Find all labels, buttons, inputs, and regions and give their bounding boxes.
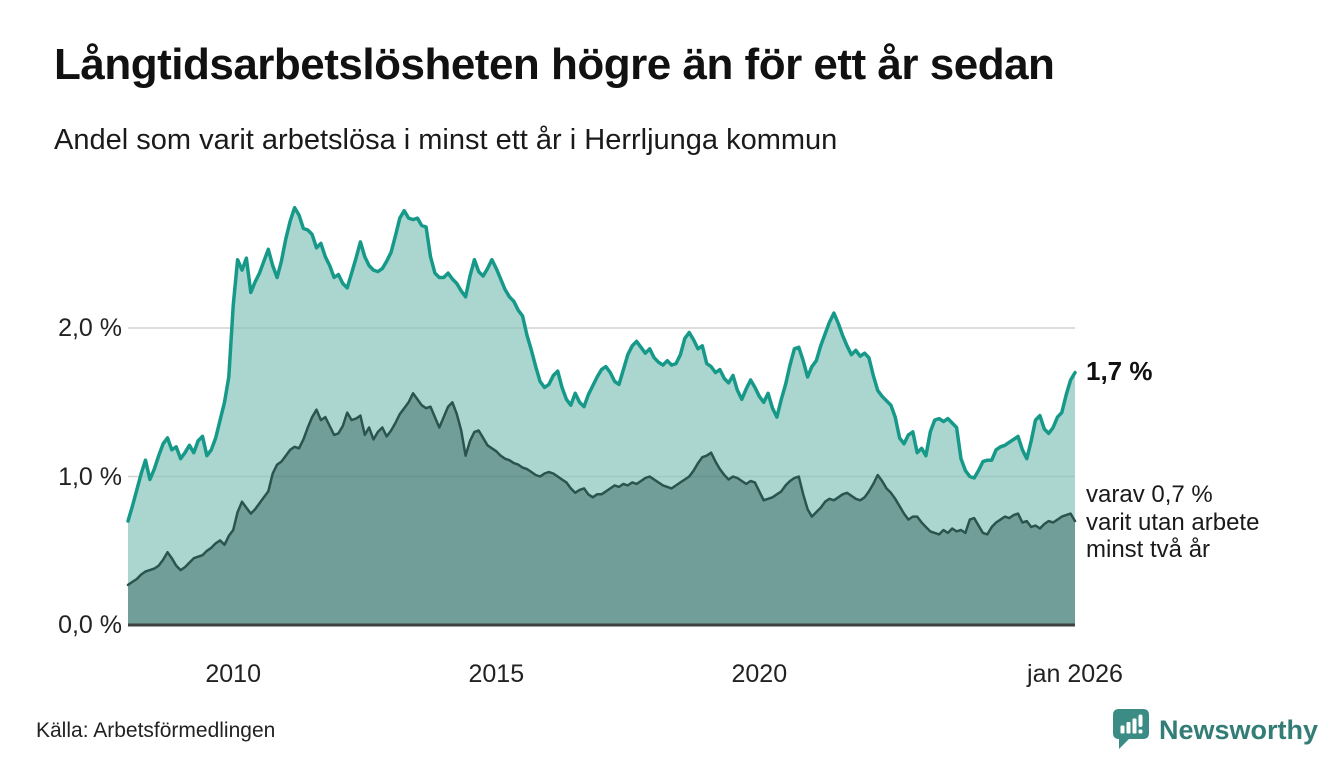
x-tick-label: jan 2026 — [1027, 660, 1123, 688]
newsworthy-bubble-icon — [1113, 709, 1149, 749]
x-tick-label: 2015 — [468, 660, 525, 688]
area-fill-1 — [128, 393, 1075, 625]
series-line-0 — [126, 205, 1077, 523]
x-tick-label: 2020 — [731, 660, 788, 688]
newsworthy-logo: Newsworthy — [1112, 708, 1318, 752]
source-note: Källa: Arbetsförmedlingen — [36, 719, 276, 742]
end-value-label-total: 1,7 % — [1086, 355, 1153, 386]
page-subtitle: Andel som varit arbetslösa i minst ett å… — [54, 124, 838, 156]
y-tick-label: 1,0 % — [58, 462, 122, 491]
area-chart — [126, 205, 1077, 627]
y-tick-label: 2,0 % — [58, 314, 122, 342]
annotation-line: minst två år — [1086, 536, 1211, 563]
x-tick-label: 2010 — [205, 660, 261, 688]
series-line-1 — [126, 392, 1077, 587]
y-tick-label: 0,0 % — [58, 611, 122, 639]
annotation-line: varav 0,7 % — [1086, 481, 1213, 508]
end-value-label-two-years: varav 0,7 % varit utan arbete minst två … — [1086, 481, 1259, 564]
page-title: Långtidsarbetslösheten högre än för ett … — [54, 40, 1055, 89]
newsworthy-wordmark: Newsworthy — [1159, 714, 1319, 745]
annotation-line: varit utan arbete — [1086, 508, 1260, 536]
